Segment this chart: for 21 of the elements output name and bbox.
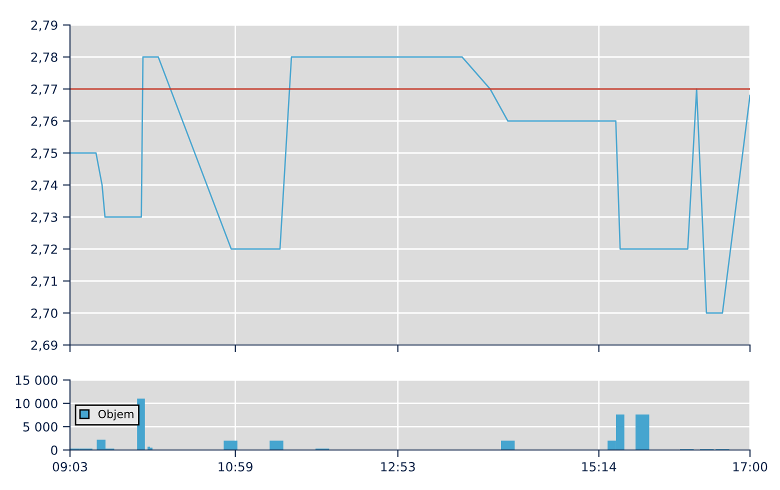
y-tick-label: 2,75 [31,148,58,160]
y-tick-label: 2,76 [31,116,58,128]
x-tick-label: 12:53 [381,462,415,472]
y-tick-label: 10 000 [16,398,58,408]
legend-label: Objem [98,410,134,420]
x-tick-label: 15:14 [582,462,616,472]
y-tick-label: 15 000 [16,375,58,385]
y-tick-label: 2,69 [31,340,58,352]
y-tick-label: 2,78 [31,52,58,64]
y-tick-label: 2,73 [31,212,58,224]
y-tick-label: 2,77 [31,84,58,96]
y-tick-label: 2,72 [31,244,57,256]
y-tick-label: 0 [51,445,58,455]
x-tick-label: 17:00 [733,462,768,472]
y-tick-label: 2,74 [31,180,58,192]
y-tick-label: 2,70 [31,308,58,320]
y-tick-label: 2,79 [31,20,58,32]
y-tick-label: 5 000 [23,422,58,432]
y-tick-label: 2,71 [31,276,58,288]
x-tick-label: 10:59 [218,462,252,472]
x-tick-label: 09:03 [52,462,88,472]
